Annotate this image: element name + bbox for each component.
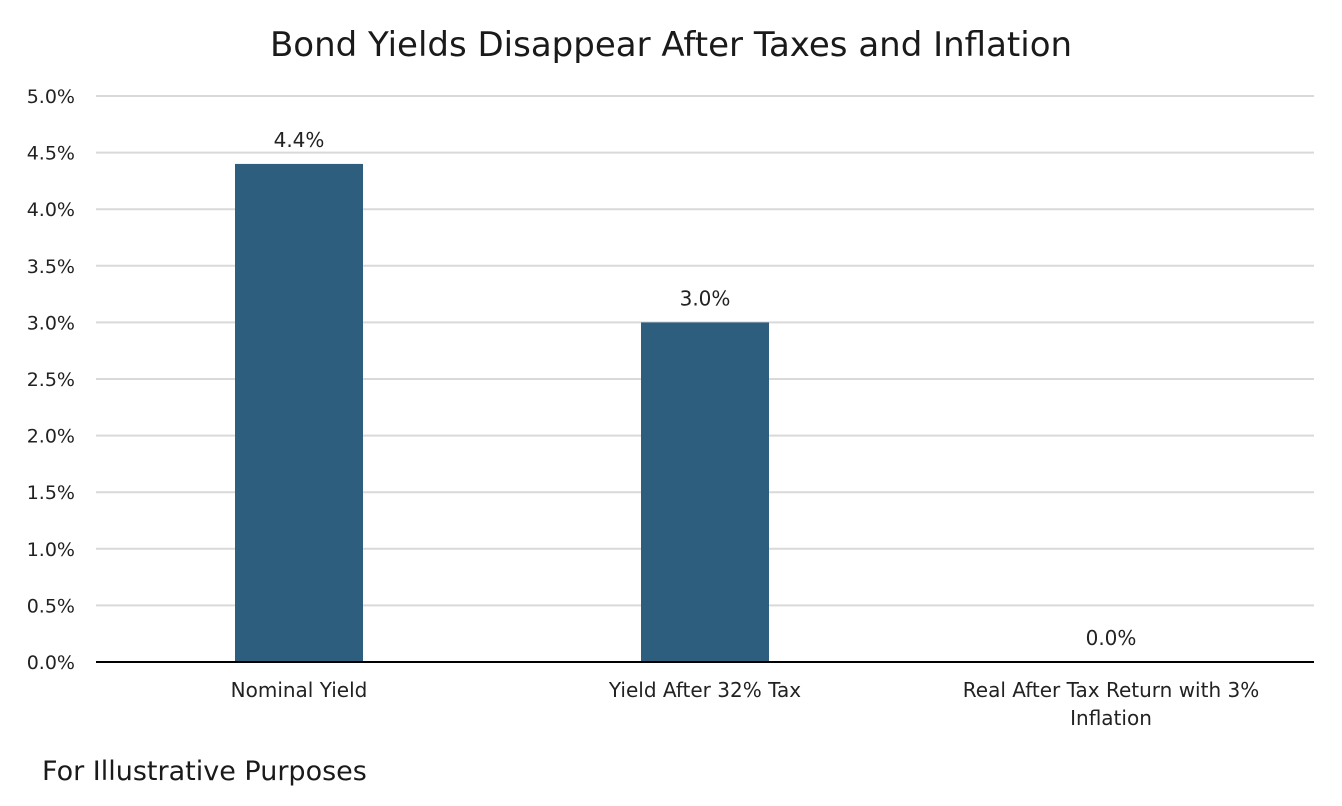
data-label: 3.0% xyxy=(680,286,731,310)
x-category-label: Nominal Yield xyxy=(231,678,368,702)
chart-title: Bond Yields Disappear After Taxes and In… xyxy=(270,25,1072,65)
y-tick-label: 4.0% xyxy=(27,199,75,221)
footnote: For Illustrative Purposes xyxy=(42,756,367,787)
y-tick-label: 0.0% xyxy=(27,652,75,674)
data-label: 4.4% xyxy=(274,128,325,152)
x-category-label: Yield After 32% Tax xyxy=(608,678,801,702)
y-tick-label: 3.5% xyxy=(27,256,75,278)
y-tick-label: 5.0% xyxy=(27,86,75,108)
y-tick-label: 3.0% xyxy=(27,312,75,334)
data-label: 0.0% xyxy=(1086,626,1137,650)
y-tick-label: 1.5% xyxy=(27,482,75,504)
y-tick-label: 2.5% xyxy=(27,369,75,391)
y-tick-label: 4.5% xyxy=(27,143,75,165)
y-tick-label: 1.0% xyxy=(27,539,75,561)
y-tick-label: 2.0% xyxy=(27,426,75,448)
x-category-label: Real After Tax Return with 3% Inflation xyxy=(963,678,1259,730)
bar xyxy=(235,163,363,663)
bar xyxy=(641,322,769,662)
y-tick-label: 0.5% xyxy=(27,595,75,617)
